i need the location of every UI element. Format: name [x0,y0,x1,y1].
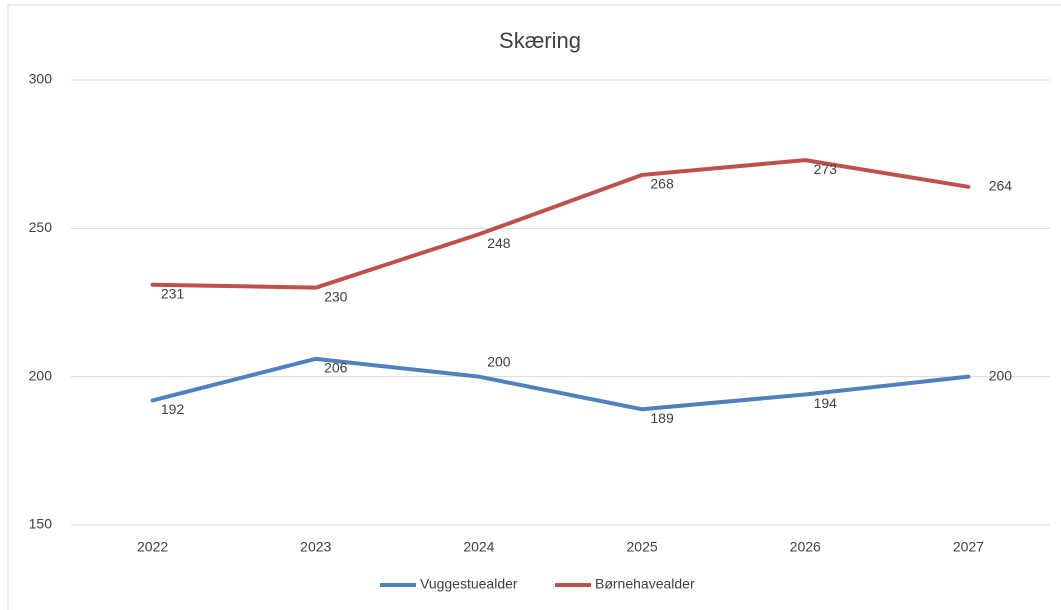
data-label: 200 [989,367,1013,383]
legend-label: Børnehavealder [595,576,695,592]
series-line [150,356,971,412]
data-label: 200 [487,353,511,369]
data-label: 192 [161,401,185,417]
x-tick-label: 2027 [953,539,984,555]
y-tick-label: 150 [29,516,53,532]
legend-label: Vuggestuealder [420,576,518,592]
y-tick-label: 250 [29,219,53,235]
chart-title: Skæring [499,28,581,53]
x-tick-label: 2023 [300,539,331,555]
data-label: 230 [324,288,348,304]
data-label: 268 [650,176,674,192]
x-tick-label: 2024 [463,539,494,555]
data-label: 231 [161,285,185,301]
x-tick-label: 2026 [790,539,821,555]
data-label: 189 [650,410,674,426]
data-label: 264 [989,178,1013,194]
data-label: 206 [324,360,348,376]
data-label: 248 [487,235,511,251]
x-tick-label: 2025 [627,539,658,555]
x-tick-label: 2022 [137,539,168,555]
data-label: 194 [814,395,838,411]
series-line [150,158,971,290]
y-tick-label: 200 [29,367,53,383]
y-tick-label: 300 [29,71,53,87]
data-label: 273 [814,161,838,177]
chart-frame [7,4,1061,610]
